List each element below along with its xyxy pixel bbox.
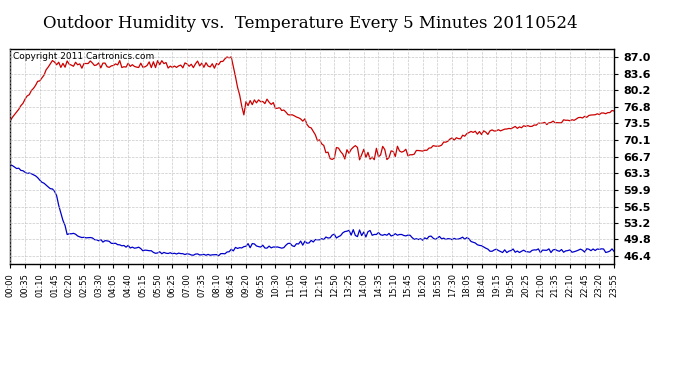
Text: Outdoor Humidity vs.  Temperature Every 5 Minutes 20110524: Outdoor Humidity vs. Temperature Every 5… <box>43 15 578 32</box>
Text: Copyright 2011 Cartronics.com: Copyright 2011 Cartronics.com <box>13 52 155 61</box>
